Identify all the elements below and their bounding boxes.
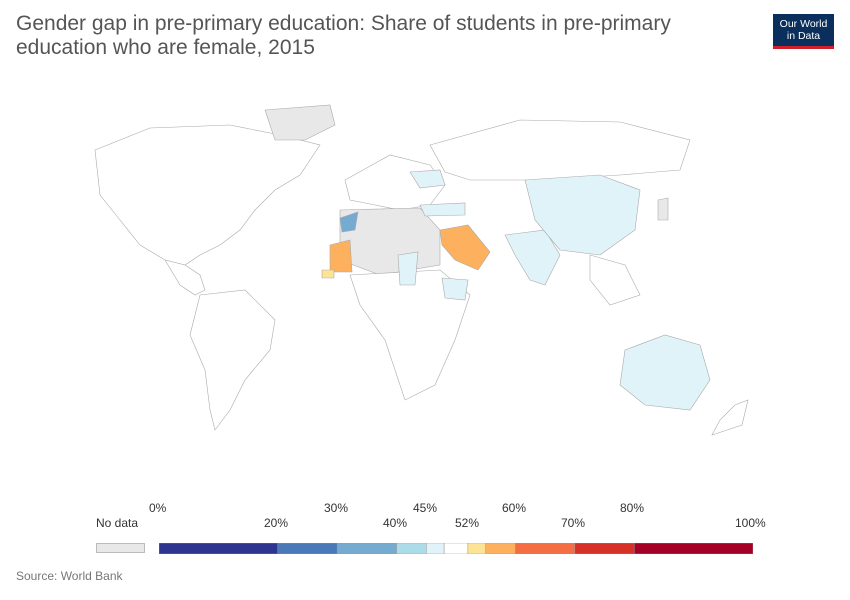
legend-tick-30: 30%: [324, 501, 349, 515]
legend-tick-52: 52%: [455, 516, 480, 530]
legend-color-bar: [159, 543, 753, 554]
chad-niger[interactable]: [397, 251, 419, 286]
ethiopia[interactable]: [441, 277, 469, 301]
southeast-asia[interactable]: [589, 254, 641, 306]
source-note: Source: World Bank: [16, 569, 123, 583]
saudi-arabia[interactable]: [439, 224, 491, 271]
legend-tick-60: 60%: [502, 501, 527, 515]
legend-bin-52-55[interactable]: [467, 543, 486, 554]
legend-tick-45: 45%: [413, 501, 438, 515]
world-map: [94, 104, 749, 436]
legend-no-data-label: No data: [96, 516, 139, 530]
legend-bin-48-52[interactable]: [443, 543, 469, 554]
morocco[interactable]: [339, 211, 359, 233]
legend-bin-20-30[interactable]: [277, 543, 338, 554]
chart-title: Gender gap in pre-primary education: Sha…: [16, 12, 671, 59]
north-america-region[interactable]: [94, 124, 321, 266]
turkey[interactable]: [419, 202, 466, 217]
logo-line-1: Our World: [779, 18, 828, 30]
west-africa-small[interactable]: [321, 269, 335, 279]
russia[interactable]: [429, 119, 691, 181]
legend-tick-70: 70%: [561, 516, 586, 530]
legend-tick-40: 40%: [383, 516, 408, 530]
china[interactable]: [524, 174, 641, 256]
legend-tick-100: 100%: [735, 516, 766, 530]
legend-bin-60-70[interactable]: [515, 543, 576, 554]
legend-tick-0: 0%: [149, 501, 167, 515]
south-america-region[interactable]: [189, 289, 276, 431]
new-zealand[interactable]: [711, 399, 749, 436]
legend-bin-0-20[interactable]: [159, 543, 279, 554]
legend-no-data-swatch: [96, 543, 145, 553]
australia[interactable]: [619, 334, 711, 411]
greenland[interactable]: [264, 104, 336, 141]
legend-bin-80-100[interactable]: [633, 543, 753, 554]
mauritania[interactable]: [329, 239, 353, 273]
central-america-region[interactable]: [164, 259, 206, 296]
legend-bin-40-45[interactable]: [396, 543, 427, 554]
legend-bin-55-60[interactable]: [485, 543, 516, 554]
ukraine[interactable]: [409, 169, 446, 189]
legend-bin-70-80[interactable]: [574, 543, 635, 554]
logo-line-2: in Data: [786, 30, 821, 42]
legend-bin-30-40[interactable]: [336, 543, 397, 554]
legend-tick-80: 80%: [620, 501, 645, 515]
owid-logo[interactable]: Our World in Data: [773, 14, 834, 49]
legend-tick-20: 20%: [264, 516, 289, 530]
legend-bin-45-48[interactable]: [426, 543, 445, 554]
japan[interactable]: [657, 197, 669, 221]
